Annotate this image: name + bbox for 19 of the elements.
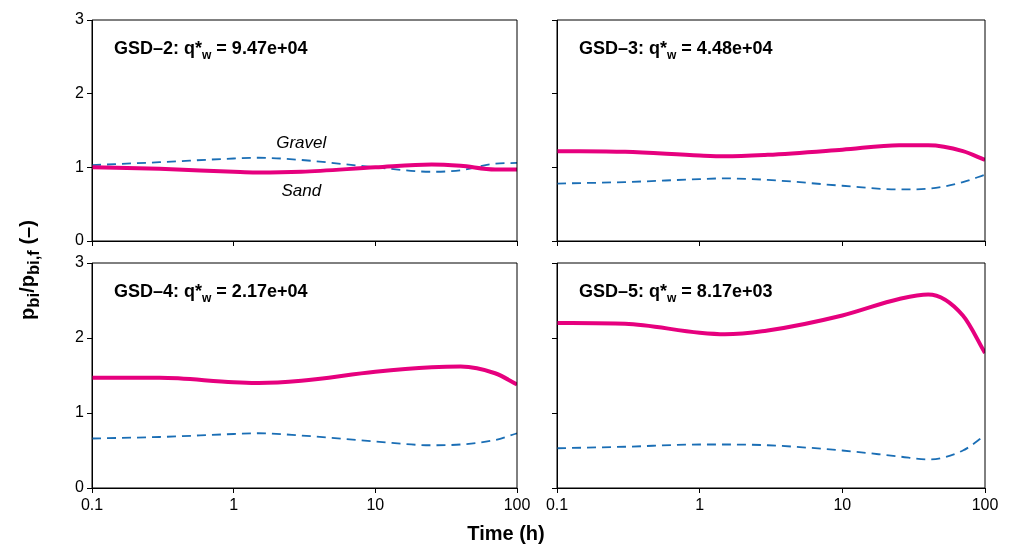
x-tick-label: 1 (229, 496, 239, 514)
x-tick-label: 1 (695, 496, 705, 514)
y-tick-label: 2 (75, 328, 85, 346)
x-tick-label: 100 (971, 496, 999, 514)
y-tick-label: 1 (75, 157, 85, 175)
series-label: Gravel (276, 132, 328, 152)
y-tick-label: 0 (75, 478, 85, 496)
y-tick-label: 3 (75, 253, 85, 271)
y-tick-label: 3 (75, 10, 85, 28)
x-tick-label: 10 (833, 496, 852, 514)
y-tick-label: 0 (75, 231, 85, 249)
x-tick-label: 10 (366, 496, 385, 514)
series-label: Sand (281, 180, 322, 200)
y-tick-label: 1 (75, 403, 85, 421)
y-tick-label: 2 (75, 84, 85, 102)
x-tick-label: 0.1 (80, 496, 104, 514)
x-axis-title: Time (h) (466, 522, 546, 545)
x-tick-label: 100 (503, 496, 531, 514)
x-tick-label: 0.1 (545, 496, 569, 514)
